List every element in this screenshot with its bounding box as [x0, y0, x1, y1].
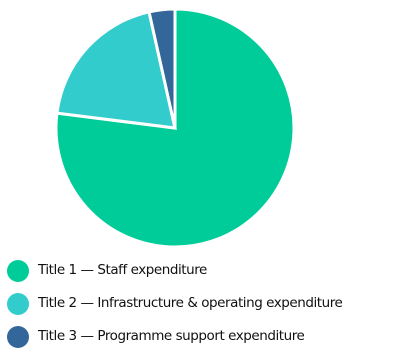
pie-slice-title-2	[55, 10, 177, 130]
legend-swatch-title-2	[7, 292, 29, 315]
legend-item-title-1: Title 1 — Staff expenditure	[7, 254, 403, 287]
pie-slice-title-3	[147, 7, 177, 129]
legend-swatch-title-3	[7, 325, 29, 348]
pie-chart	[54, 7, 296, 249]
legend-label-title-2: Title 2 — Infrastructure & operating exp…	[38, 294, 343, 311]
legend-label-title-3: Title 3 — Programme support expenditure	[38, 327, 305, 344]
legend-item-title-2: Title 2 — Infrastructure & operating exp…	[7, 287, 403, 320]
legend-swatch-title-1	[7, 259, 29, 282]
legend-label-title-1: Title 1 — Staff expenditure	[38, 261, 207, 278]
legend-item-title-3: Title 3 — Programme support expenditure	[7, 320, 403, 353]
legend: Title 1 — Staff expenditure Title 2 — In…	[7, 254, 403, 353]
